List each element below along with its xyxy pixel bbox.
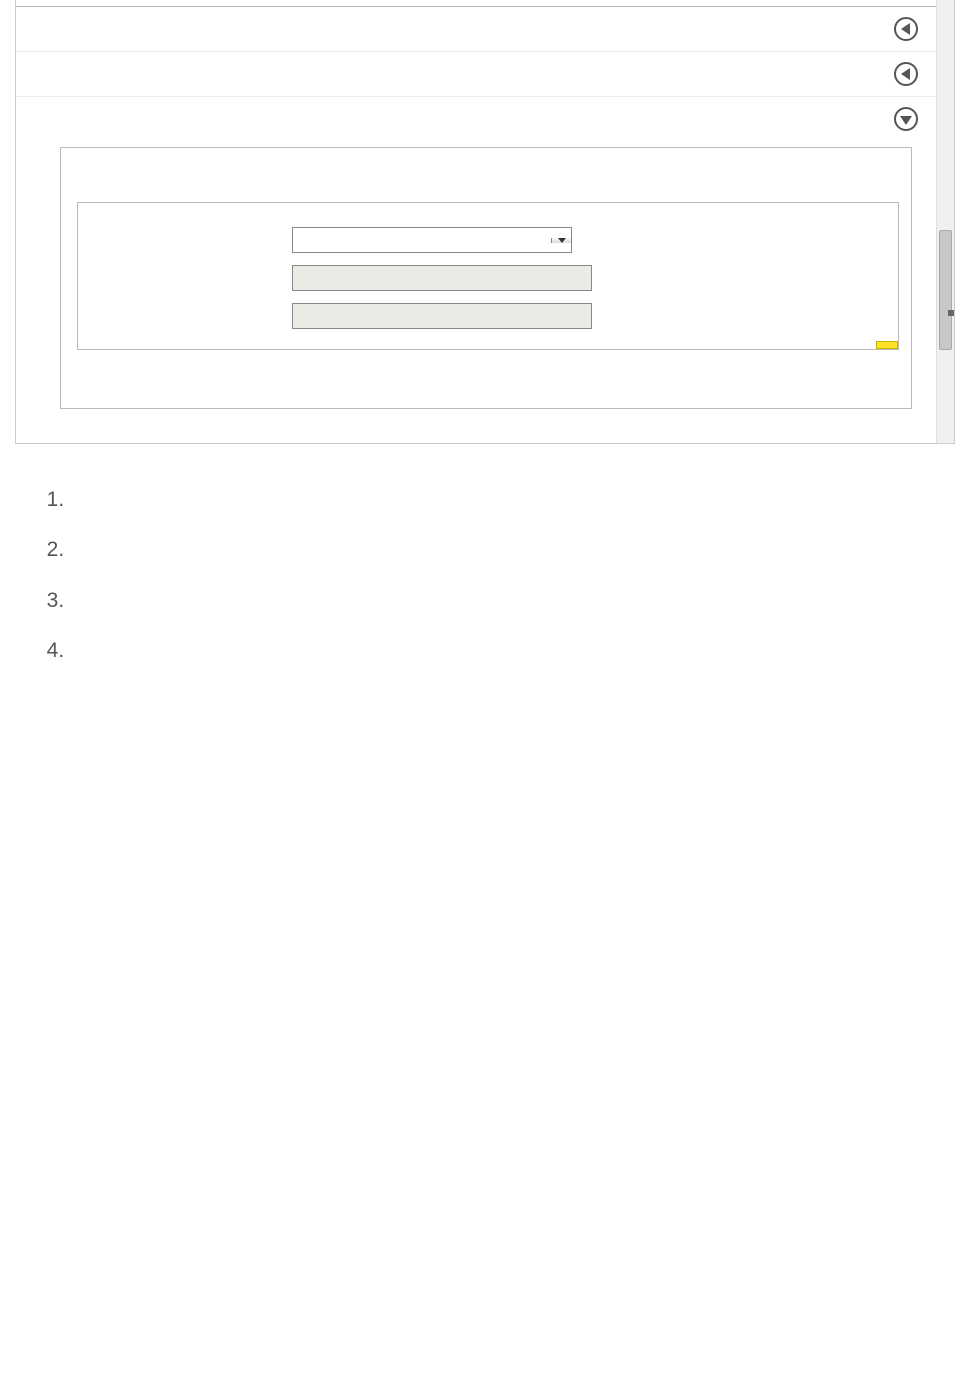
scroll-marker <box>948 310 954 316</box>
item-ippt-config[interactable] <box>61 392 911 408</box>
item-4g-config[interactable] <box>61 180 911 196</box>
item-lte-config[interactable] <box>61 148 911 164</box>
scrollbar[interactable] <box>936 0 954 443</box>
security-select[interactable] <box>292 227 572 253</box>
row-security <box>94 227 886 253</box>
collapse-left-icon[interactable] <box>894 17 918 41</box>
4g-subpanel <box>77 202 899 350</box>
settings-screenshot <box>15 0 955 444</box>
item-3g-config[interactable] <box>61 164 911 180</box>
steps-list <box>36 486 938 665</box>
scrollbar-thumb[interactable] <box>939 230 952 350</box>
step-4 <box>70 637 938 665</box>
dropdown-icon[interactable] <box>551 238 571 243</box>
panel-title-bar <box>16 0 936 7</box>
document-body <box>0 444 970 665</box>
aaa-password-input[interactable] <box>292 303 592 329</box>
step-3 <box>70 587 938 615</box>
item-custom-dns[interactable] <box>61 360 911 376</box>
manual-config-panel <box>60 147 912 409</box>
row-nai-username <box>94 265 886 291</box>
nai-username-input[interactable] <box>292 265 592 291</box>
row-general-settings[interactable] <box>16 7 936 52</box>
row-manual-configuration[interactable] <box>16 97 936 141</box>
collapse-left-icon[interactable] <box>894 62 918 86</box>
save-button[interactable] <box>876 341 898 349</box>
row-aaa-password <box>94 303 886 329</box>
item-clone-config[interactable] <box>61 376 911 392</box>
step-2 <box>70 536 938 564</box>
step-1 <box>70 486 938 514</box>
row-gps[interactable] <box>16 52 936 97</box>
expand-down-icon[interactable] <box>894 107 918 131</box>
